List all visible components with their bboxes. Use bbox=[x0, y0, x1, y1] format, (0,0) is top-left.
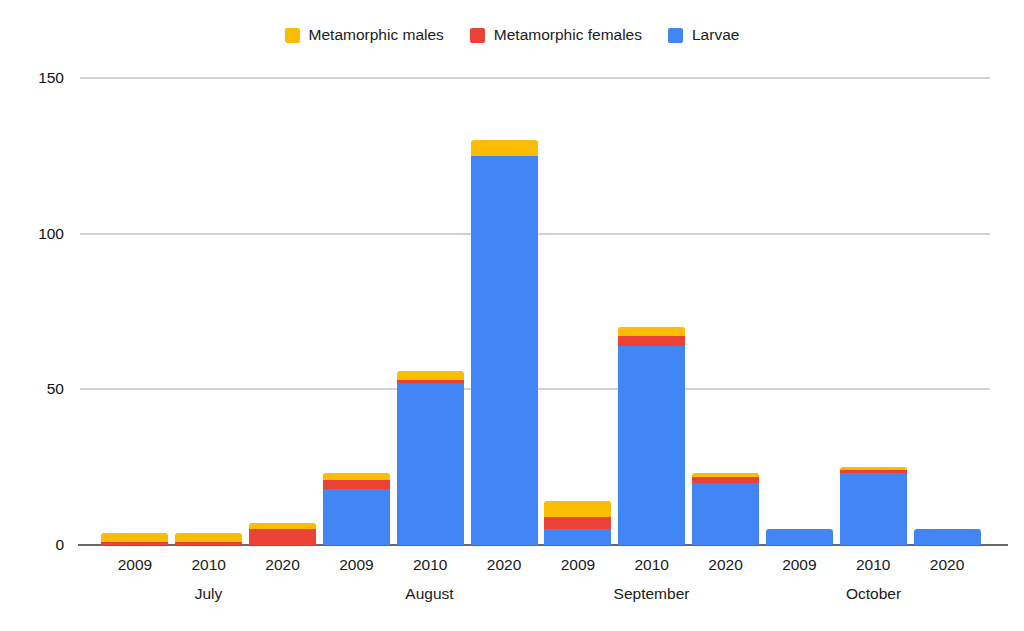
stacked-bar-3[interactable] bbox=[323, 473, 390, 545]
y-axis-labels: 050100150 bbox=[0, 78, 64, 545]
legend-swatch-icon bbox=[285, 28, 300, 43]
bar-segment-metamorphic-females[interactable] bbox=[175, 542, 242, 545]
stacked-bar-2[interactable] bbox=[249, 523, 316, 545]
bar-slot-0 bbox=[98, 78, 172, 545]
bar-slot-3 bbox=[319, 78, 393, 545]
bar-segment-metamorphic-males[interactable] bbox=[175, 533, 242, 542]
bar-segment-metamorphic-females[interactable] bbox=[544, 517, 611, 529]
x-tick-year-label: 2020 bbox=[689, 556, 763, 574]
bar-segment-metamorphic-males[interactable] bbox=[397, 371, 464, 380]
x-group-spacer bbox=[466, 585, 540, 603]
x-group-month-label: August bbox=[393, 585, 467, 603]
x-tick-year-label: 2009 bbox=[762, 556, 836, 574]
x-tick-year-label: 2010 bbox=[836, 556, 910, 574]
bar-segment-metamorphic-females[interactable] bbox=[101, 542, 168, 545]
bar-segment-metamorphic-males[interactable] bbox=[544, 501, 611, 517]
bar-slots bbox=[80, 78, 990, 545]
x-group-spacer bbox=[540, 585, 614, 603]
bar-segment-metamorphic-males[interactable] bbox=[471, 140, 538, 156]
stacked-bar-0[interactable] bbox=[101, 533, 168, 545]
bar-segment-larvae[interactable] bbox=[323, 489, 390, 545]
bar-slot-9 bbox=[762, 78, 836, 545]
bar-segment-larvae[interactable] bbox=[914, 529, 981, 545]
stacked-bar-1[interactable] bbox=[175, 533, 242, 545]
legend-swatch-icon bbox=[470, 28, 485, 43]
bar-slot-7 bbox=[615, 78, 689, 545]
x-tick-year-label: 2009 bbox=[541, 556, 615, 574]
stacked-bar-8[interactable] bbox=[692, 473, 759, 545]
plot-area bbox=[80, 78, 990, 545]
bar-segment-larvae[interactable] bbox=[618, 346, 685, 545]
x-group-month-label: September bbox=[614, 585, 690, 603]
bar-slot-10 bbox=[836, 78, 910, 545]
y-tick-label: 50 bbox=[0, 380, 64, 398]
legend-item-larvae[interactable]: Larvae bbox=[668, 26, 739, 44]
bar-slot-5 bbox=[467, 78, 541, 545]
bar-slot-8 bbox=[689, 78, 763, 545]
x-tick-year-label: 2020 bbox=[467, 556, 541, 574]
bar-segment-larvae[interactable] bbox=[397, 383, 464, 545]
legend-item-metamorphic-females[interactable]: Metamorphic females bbox=[470, 26, 642, 44]
bar-segment-larvae[interactable] bbox=[840, 473, 907, 545]
stacked-bar-7[interactable] bbox=[618, 327, 685, 545]
bar-segment-metamorphic-females[interactable] bbox=[249, 529, 316, 545]
bar-slot-4 bbox=[393, 78, 467, 545]
x-group-spacer bbox=[910, 585, 984, 603]
x-axis-month-labels: July August September October bbox=[80, 585, 990, 603]
y-tick-label: 100 bbox=[0, 225, 64, 243]
x-group-spacer bbox=[245, 585, 319, 603]
stacked-bar-10[interactable] bbox=[840, 467, 907, 545]
y-tick-label: 0 bbox=[0, 536, 64, 554]
x-group-month-label: October bbox=[837, 585, 911, 603]
x-tick-year-label: 2020 bbox=[246, 556, 320, 574]
stacked-bar-11[interactable] bbox=[914, 529, 981, 545]
legend-label: Larvae bbox=[692, 26, 739, 44]
bar-segment-metamorphic-males[interactable] bbox=[101, 533, 168, 542]
bar-segment-larvae[interactable] bbox=[471, 156, 538, 545]
stacked-bar-4[interactable] bbox=[397, 371, 464, 545]
x-tick-year-label: 2010 bbox=[172, 556, 246, 574]
bar-slot-11 bbox=[910, 78, 984, 545]
stacked-bar-5[interactable] bbox=[471, 140, 538, 545]
y-tick-label: 150 bbox=[0, 69, 64, 87]
stacked-bar-chart: Metamorphic males Metamorphic females Larv… bbox=[0, 0, 1024, 631]
x-tick-year-label: 2010 bbox=[615, 556, 689, 574]
x-tick-year-label: 2010 bbox=[393, 556, 467, 574]
x-tick-year-label: 2009 bbox=[98, 556, 172, 574]
x-group-spacer bbox=[763, 585, 837, 603]
x-group-spacer bbox=[98, 585, 172, 603]
bar-segment-metamorphic-females[interactable] bbox=[618, 336, 685, 345]
bar-segment-metamorphic-males[interactable] bbox=[618, 327, 685, 336]
bar-segment-larvae[interactable] bbox=[692, 483, 759, 545]
bar-segment-larvae[interactable] bbox=[544, 529, 611, 545]
x-group-month-label: July bbox=[172, 585, 246, 603]
legend-label: Metamorphic females bbox=[494, 26, 642, 44]
bar-slot-1 bbox=[172, 78, 246, 545]
chart-legend: Metamorphic males Metamorphic females Larv… bbox=[0, 26, 1024, 44]
x-tick-year-label: 2009 bbox=[319, 556, 393, 574]
bar-segment-larvae[interactable] bbox=[766, 529, 833, 545]
stacked-bar-6[interactable] bbox=[544, 501, 611, 545]
bar-slot-2 bbox=[246, 78, 320, 545]
legend-item-metamorphic-males[interactable]: Metamorphic males bbox=[285, 26, 444, 44]
legend-label: Metamorphic males bbox=[309, 26, 444, 44]
stacked-bar-9[interactable] bbox=[766, 529, 833, 545]
x-tick-year-label: 2020 bbox=[910, 556, 984, 574]
x-group-spacer bbox=[319, 585, 393, 603]
legend-swatch-icon bbox=[668, 28, 683, 43]
bar-segment-metamorphic-females[interactable] bbox=[323, 480, 390, 489]
bar-slot-6 bbox=[541, 78, 615, 545]
x-axis-year-labels: 2009201020202009201020202009201020202009… bbox=[80, 556, 990, 574]
x-group-spacer bbox=[689, 585, 763, 603]
